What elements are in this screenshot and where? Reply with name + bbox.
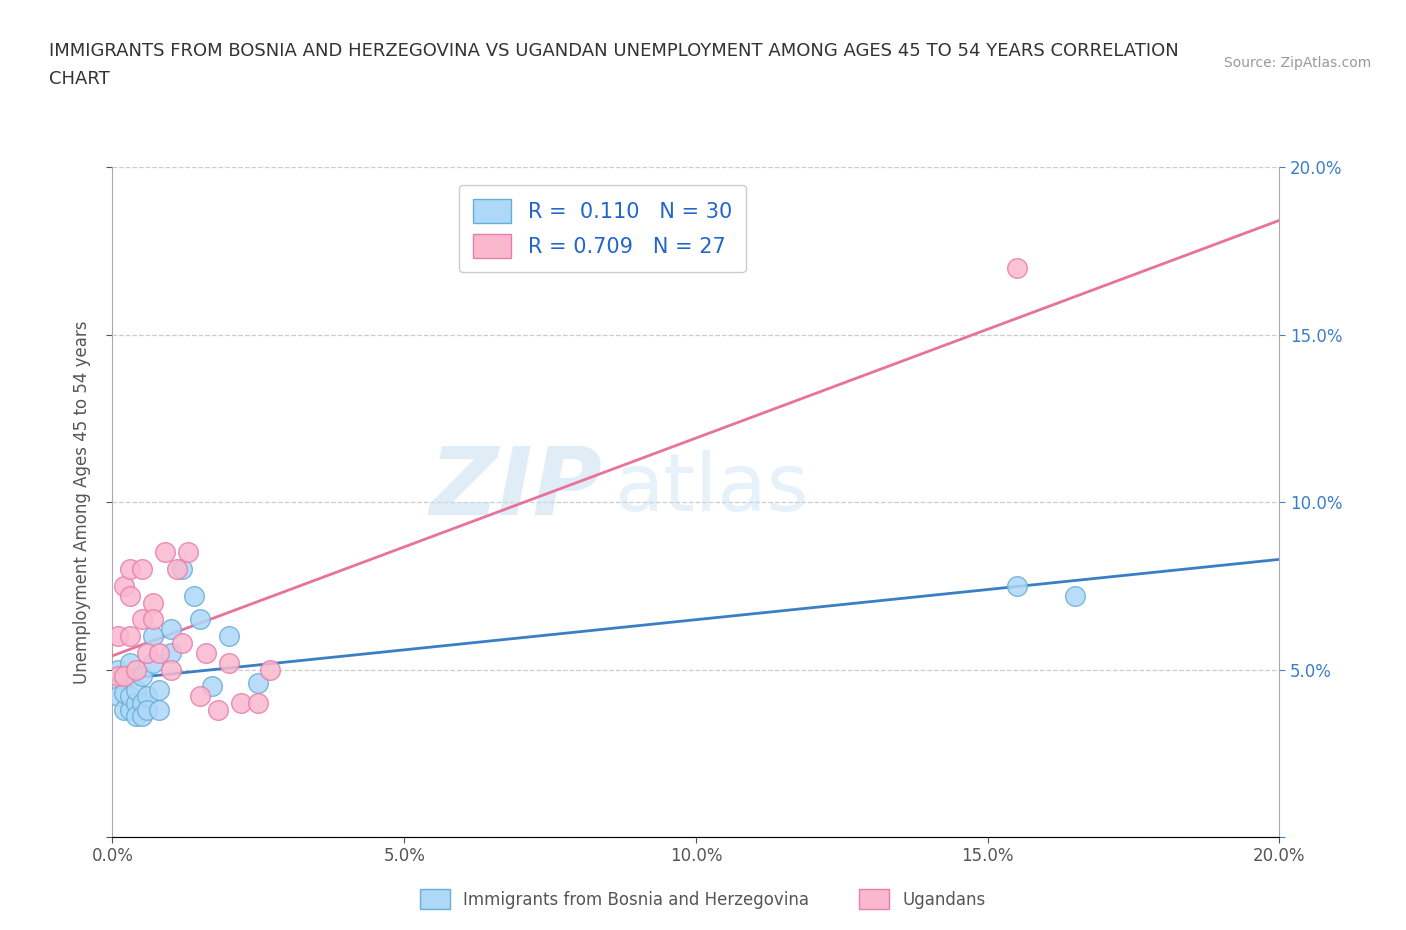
Point [125, 662, 148, 677]
Point [194, 645, 217, 660]
Point [188, 612, 211, 627]
Point [118, 702, 141, 717]
Text: Source: ZipAtlas.com: Source: ZipAtlas.com [1223, 56, 1371, 70]
Point [118, 629, 141, 644]
Point [107, 629, 129, 644]
Point [148, 702, 170, 717]
Point [160, 622, 183, 637]
Point [183, 589, 205, 604]
Point [1064, 589, 1087, 604]
Point [148, 683, 170, 698]
Point [136, 645, 159, 660]
Point [201, 679, 224, 694]
Point [112, 685, 135, 700]
Point [247, 696, 270, 711]
Point [142, 629, 165, 644]
Text: CHART: CHART [49, 70, 110, 87]
Point [107, 689, 129, 704]
Point [172, 562, 194, 577]
Text: atlas: atlas [614, 450, 808, 528]
Point [160, 645, 183, 660]
Point [1005, 260, 1028, 275]
Point [131, 562, 153, 577]
Point [247, 675, 270, 690]
Point [107, 662, 129, 677]
Legend: Immigrants from Bosnia and Herzegovina, Ugandans: Immigrants from Bosnia and Herzegovina, … [412, 881, 994, 917]
Point [142, 595, 165, 610]
Point [112, 702, 135, 717]
Point [118, 589, 141, 604]
Y-axis label: Unemployment Among Ages 45 to 54 years: Unemployment Among Ages 45 to 54 years [73, 321, 91, 684]
Point [118, 562, 141, 577]
Point [153, 545, 176, 560]
Point [218, 629, 240, 644]
Point [125, 683, 148, 698]
Point [1005, 578, 1028, 593]
Point [218, 656, 240, 671]
Point [131, 709, 153, 724]
Point [188, 689, 211, 704]
Point [118, 689, 141, 704]
Point [148, 645, 170, 660]
Point [142, 656, 165, 671]
Point [112, 669, 135, 684]
Text: IMMIGRANTS FROM BOSNIA AND HERZEGOVINA VS UGANDAN UNEMPLOYMENT AMONG AGES 45 TO : IMMIGRANTS FROM BOSNIA AND HERZEGOVINA V… [49, 42, 1180, 60]
Point [166, 562, 188, 577]
Point [160, 662, 183, 677]
Point [112, 578, 135, 593]
Point [131, 612, 153, 627]
Point [172, 635, 194, 650]
Point [125, 696, 148, 711]
Legend: R =  0.110   N = 30, R = 0.709   N = 27: R = 0.110 N = 30, R = 0.709 N = 27 [458, 184, 747, 272]
Point [112, 672, 135, 687]
Point [136, 702, 159, 717]
Point [207, 702, 229, 717]
Point [136, 689, 159, 704]
Point [229, 696, 252, 711]
Point [131, 669, 153, 684]
Point [259, 662, 281, 677]
Point [107, 669, 129, 684]
Point [131, 696, 153, 711]
Point [177, 545, 200, 560]
Point [125, 709, 148, 724]
Point [118, 656, 141, 671]
Text: ZIP: ZIP [430, 443, 603, 535]
Point [142, 612, 165, 627]
